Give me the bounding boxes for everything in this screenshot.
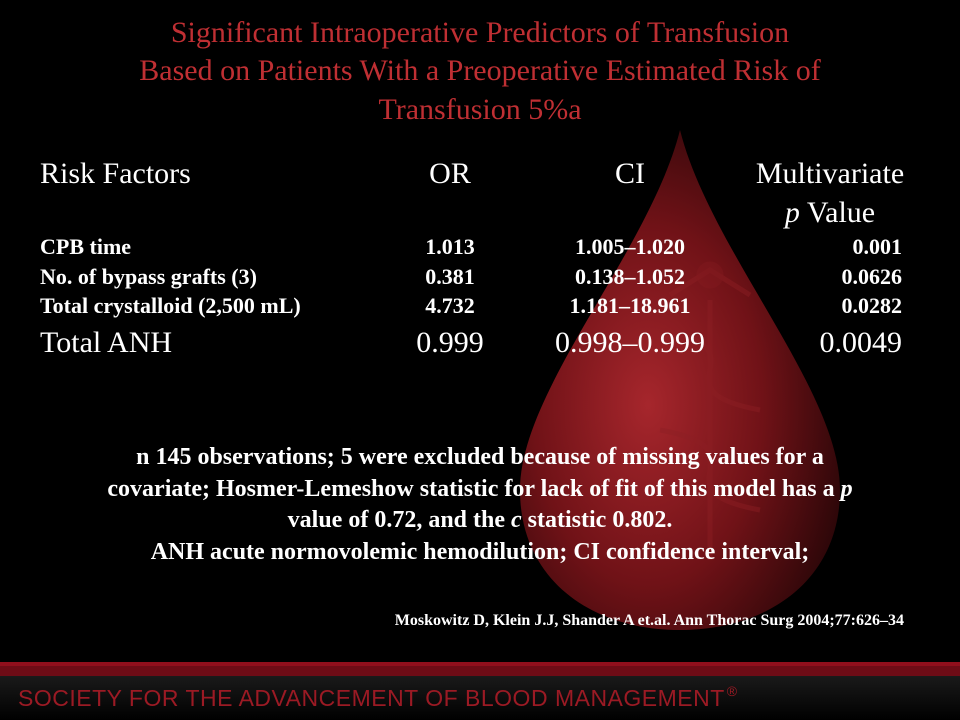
footnote: n 145 observations; 5 were excluded beca… xyxy=(50,442,910,569)
table-row-highlight: Total ANH 0.999 0.998–0.999 0.0049 xyxy=(40,323,920,364)
cell-p: 0.001 xyxy=(740,232,920,262)
society-name: SOCIETY FOR THE ADVANCEMENT OF BLOOD MAN… xyxy=(0,685,736,712)
slide-title: Significant Intraoperative Predictors of… xyxy=(0,14,960,129)
cell-p: 0.0626 xyxy=(740,262,920,292)
footer-band-mid xyxy=(0,666,960,676)
header-ci: CI xyxy=(520,156,740,192)
cell-factor: Total ANH xyxy=(40,323,380,364)
cell-p: 0.0282 xyxy=(740,291,920,321)
footer-band-main: SOCIETY FOR THE ADVANCEMENT OF BLOOD MAN… xyxy=(0,676,960,720)
cell-ci: 0.998–0.999 xyxy=(520,323,740,364)
table-subheader-row: p Value xyxy=(40,196,920,232)
cell-factor: CPB time xyxy=(40,232,380,262)
cell-or: 4.732 xyxy=(380,291,520,321)
cell-ci: 0.138–1.052 xyxy=(520,262,740,292)
header-or: OR xyxy=(380,156,520,192)
header-risk-factors: Risk Factors xyxy=(40,156,380,192)
risk-factors-table: Risk Factors OR CI Multivariate p Value … xyxy=(40,156,920,364)
title-line-3: Transfusion 5%a xyxy=(378,93,581,126)
header-p-value: p Value xyxy=(740,196,920,230)
header-multivariate: Multivariate xyxy=(740,156,920,192)
cell-or: 0.381 xyxy=(380,262,520,292)
slide: Significant Intraoperative Predictors of… xyxy=(0,0,960,720)
cell-p: 0.0049 xyxy=(740,323,920,364)
cell-factor: Total crystalloid (2,500 mL) xyxy=(40,291,380,321)
table-header-row: Risk Factors OR CI Multivariate xyxy=(40,156,920,192)
citation: Moskowitz D, Klein J.J, Shander A et.al.… xyxy=(395,612,904,630)
footer: SOCIETY FOR THE ADVANCEMENT OF BLOOD MAN… xyxy=(0,650,960,720)
cell-ci: 1.181–18.961 xyxy=(520,291,740,321)
title-line-2: Based on Patients With a Preoperative Es… xyxy=(139,54,820,87)
table-row: CPB time 1.013 1.005–1.020 0.001 xyxy=(40,232,920,262)
cell-factor: No. of bypass grafts (3) xyxy=(40,262,380,292)
cell-or: 0.999 xyxy=(380,323,520,364)
registered-icon: ® xyxy=(727,683,738,699)
cell-ci: 1.005–1.020 xyxy=(520,232,740,262)
title-line-1: Significant Intraoperative Predictors of… xyxy=(171,16,789,49)
cell-or: 1.013 xyxy=(380,232,520,262)
table-row: Total crystalloid (2,500 mL) 4.732 1.181… xyxy=(40,291,920,321)
table-row: No. of bypass grafts (3) 0.381 0.138–1.0… xyxy=(40,262,920,292)
